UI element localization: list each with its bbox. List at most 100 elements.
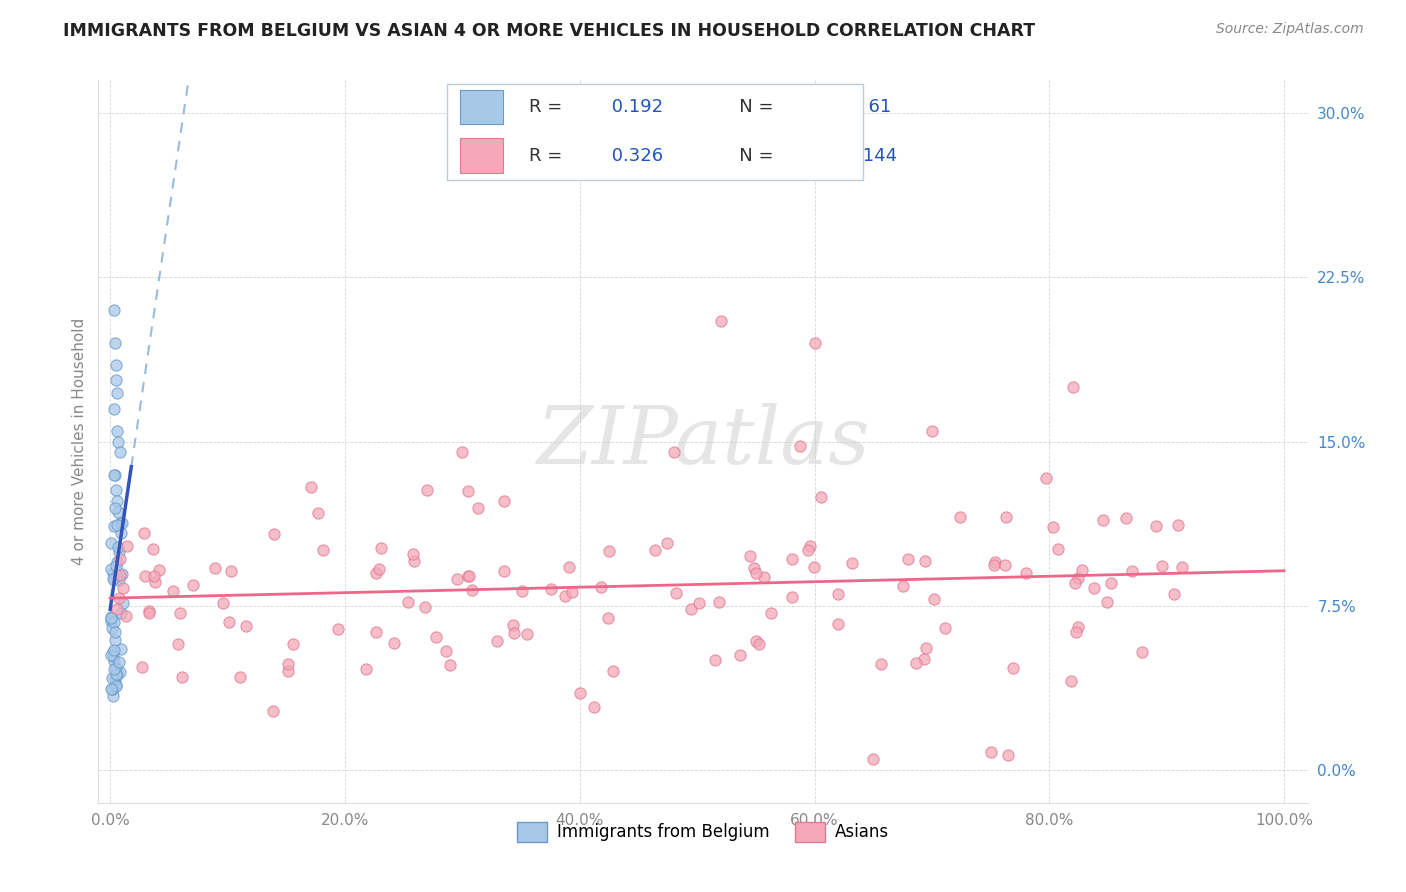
Point <box>277 657 299 672</box>
Point <box>994 509 1017 524</box>
Point <box>105 667 128 681</box>
Point <box>897 552 920 566</box>
Point <box>277 665 299 679</box>
Point <box>803 559 825 574</box>
Point <box>103 303 125 318</box>
Point <box>100 610 122 624</box>
Point <box>912 652 935 666</box>
Point <box>561 585 583 599</box>
Point <box>105 358 128 372</box>
Point <box>142 569 165 583</box>
Point <box>219 564 242 578</box>
Point <box>1091 513 1114 527</box>
Text: Source: ZipAtlas.com: Source: ZipAtlas.com <box>1216 22 1364 37</box>
Point <box>589 581 612 595</box>
Point <box>104 678 127 692</box>
Point <box>458 569 481 583</box>
Point <box>446 572 468 586</box>
Point <box>512 583 534 598</box>
Point <box>657 536 679 550</box>
Point <box>110 607 132 621</box>
Point <box>827 586 849 600</box>
Point <box>131 660 153 674</box>
Point <box>368 562 391 576</box>
Point <box>107 573 129 587</box>
Point <box>1002 661 1025 675</box>
Point <box>679 602 702 616</box>
Point <box>101 690 124 704</box>
Text: ZIPatlas: ZIPatlas <box>536 403 870 480</box>
Point <box>107 545 129 559</box>
Point <box>915 641 938 656</box>
Point <box>101 648 124 663</box>
Text: R =: R = <box>529 98 568 116</box>
Point <box>492 565 515 579</box>
Point <box>688 596 710 610</box>
Point <box>396 595 419 609</box>
Point <box>1171 560 1194 574</box>
Point <box>810 491 832 505</box>
Point <box>229 670 252 684</box>
Point <box>101 671 124 685</box>
Point <box>797 543 820 558</box>
Point <box>457 569 479 583</box>
Point <box>105 660 128 674</box>
Point <box>748 637 770 651</box>
Point <box>780 552 803 566</box>
Point <box>841 556 863 570</box>
Point <box>709 594 731 608</box>
Point <box>789 439 811 453</box>
Point <box>1042 519 1064 533</box>
Point <box>103 654 125 668</box>
Point <box>110 642 132 657</box>
Point <box>644 543 666 558</box>
Point <box>211 597 233 611</box>
Point <box>516 627 538 641</box>
Text: 144: 144 <box>856 147 897 165</box>
Text: N =: N = <box>721 98 779 116</box>
Point <box>502 618 524 632</box>
Point <box>557 560 579 574</box>
Point <box>745 566 768 581</box>
Point <box>413 599 436 614</box>
Point <box>169 606 191 620</box>
Point <box>101 572 124 586</box>
Point <box>103 402 125 417</box>
Point <box>1099 576 1122 591</box>
Point <box>451 445 474 459</box>
Point <box>914 554 936 568</box>
Point <box>703 653 725 667</box>
Point <box>103 500 125 515</box>
Point <box>803 336 825 351</box>
Point <box>105 483 128 497</box>
Point <box>108 591 131 606</box>
Point <box>107 434 129 449</box>
Point <box>108 655 131 669</box>
FancyBboxPatch shape <box>460 89 503 124</box>
Point <box>439 658 461 673</box>
Point <box>461 583 484 598</box>
Point <box>554 590 576 604</box>
Point <box>103 566 125 580</box>
Point <box>105 518 128 533</box>
Point <box>148 563 170 577</box>
Point <box>416 483 439 497</box>
Point <box>780 590 803 604</box>
Point <box>100 648 122 663</box>
Point <box>104 679 127 693</box>
Point <box>1062 380 1084 394</box>
Point <box>101 681 124 696</box>
Point <box>485 634 508 648</box>
Point <box>870 657 893 671</box>
Point <box>862 752 884 766</box>
Point <box>1121 564 1143 578</box>
Point <box>494 494 516 508</box>
Point <box>114 609 136 624</box>
Point <box>111 566 134 581</box>
Point <box>364 625 387 640</box>
Point <box>994 558 1017 573</box>
Point <box>997 748 1019 763</box>
Point <box>759 606 782 620</box>
Point <box>104 559 127 574</box>
Point <box>172 670 194 684</box>
